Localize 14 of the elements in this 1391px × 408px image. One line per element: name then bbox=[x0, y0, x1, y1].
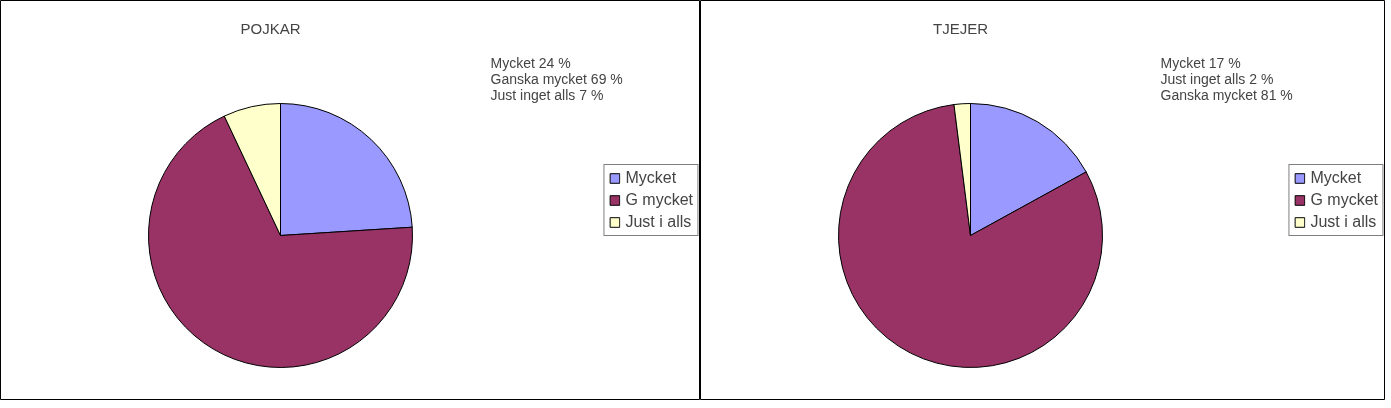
legend-label: Mycket bbox=[1310, 169, 1362, 187]
text: Ganska mycket 69 % bbox=[490, 70, 623, 87]
legend-label: Just i alls bbox=[625, 213, 692, 231]
text: Ganska mycket 81 % bbox=[1160, 86, 1293, 103]
legend-label: Just i alls bbox=[1310, 213, 1377, 231]
chart-title: POJKAR bbox=[240, 20, 301, 37]
legend-label: G mycket bbox=[1310, 191, 1378, 209]
text: Just inget alls 2 % bbox=[1160, 70, 1274, 87]
text: Mycket 24 % bbox=[490, 54, 571, 71]
legend-label: G mycket bbox=[625, 191, 693, 209]
chart-title: TJEJER bbox=[933, 20, 989, 37]
text: Mycket 17 % bbox=[1160, 54, 1241, 71]
text: Just inget alls 7 % bbox=[490, 86, 604, 103]
legend-label: Mycket bbox=[625, 169, 677, 187]
